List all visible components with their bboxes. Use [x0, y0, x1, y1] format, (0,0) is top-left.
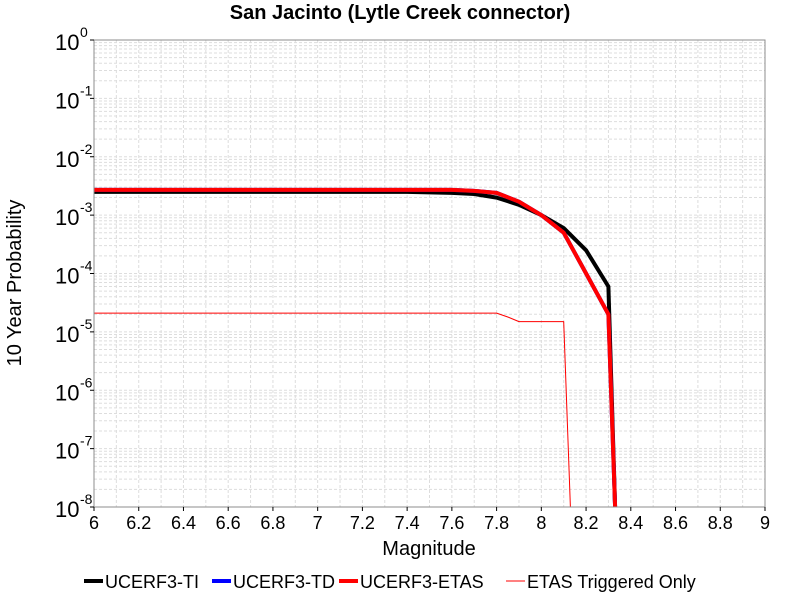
y-tick-base: 10 [55, 30, 79, 55]
x-tick-label: 8.2 [574, 513, 599, 533]
y-tick-exponent: 0 [80, 24, 88, 40]
legend: UCERF3-TI UCERF3-TD UCERF3-ETAS ETAS Trigge… [84, 572, 696, 592]
x-tick-label: 7.4 [395, 513, 420, 533]
x-axis-ticks: 6 6.2 6.4 6.6 6.8 7 7.2 7.4 7.6 7.8 8 8.2 8.4 8.6 8.8 9 [89, 507, 770, 533]
x-tick-label: 7.2 [350, 513, 375, 533]
x-tick-label: 6.8 [260, 513, 285, 533]
x-tick-label: 6.6 [216, 513, 241, 533]
y-tick-exponent: -3 [80, 199, 93, 215]
x-tick-label: 6.4 [171, 513, 196, 533]
y-tick-base: 10 [55, 88, 79, 113]
y-tick-exponent: -1 [80, 82, 93, 98]
x-tick-label: 7 [313, 513, 323, 533]
legend-label: UCERF3-TD [233, 572, 335, 592]
series-line-ucerf3-td [94, 187, 618, 508]
y-tick-base: 10 [55, 147, 79, 172]
y-tick-exponent: -5 [80, 316, 93, 332]
series-line-ucerf3-etas [94, 187, 618, 508]
y-axis-label: 10 Year Probability [4, 200, 26, 367]
y-tick-exponent: -2 [80, 141, 93, 157]
x-tick-label: 8.6 [663, 513, 688, 533]
x-axis-label: Magnitude [382, 538, 475, 560]
y-tick-base: 10 [55, 322, 79, 347]
y-tick-base: 10 [55, 439, 79, 464]
legend-label: UCERF3-TI [105, 572, 199, 592]
x-tick-label: 6.2 [126, 513, 151, 533]
legend-label: ETAS Triggered Only [527, 572, 696, 592]
series-layer [94, 187, 618, 508]
y-tick-base: 10 [55, 380, 79, 405]
x-tick-label: 8.4 [618, 513, 643, 533]
y-tick-base: 10 [55, 497, 79, 522]
y-tick-exponent: -7 [80, 433, 93, 449]
y-tick-exponent: -4 [80, 258, 93, 274]
y-tick-base: 10 [55, 264, 79, 289]
x-tick-label: 7.8 [484, 513, 509, 533]
x-tick-label: 9 [760, 513, 770, 533]
y-tick-exponent: -6 [80, 374, 93, 390]
x-tick-label: 6 [89, 513, 99, 533]
y-tick-base: 10 [55, 205, 79, 230]
chart-title: San Jacinto (Lytle Creek connector) [230, 2, 570, 24]
x-tick-label: 8.8 [708, 513, 733, 533]
y-tick-exponent: -8 [80, 491, 93, 507]
x-tick-label: 8 [536, 513, 546, 533]
x-tick-label: 7.6 [439, 513, 464, 533]
grid-lines [93, 40, 766, 508]
series-line-etas-triggered-only [94, 312, 571, 508]
legend-label: UCERF3-ETAS [360, 572, 484, 592]
